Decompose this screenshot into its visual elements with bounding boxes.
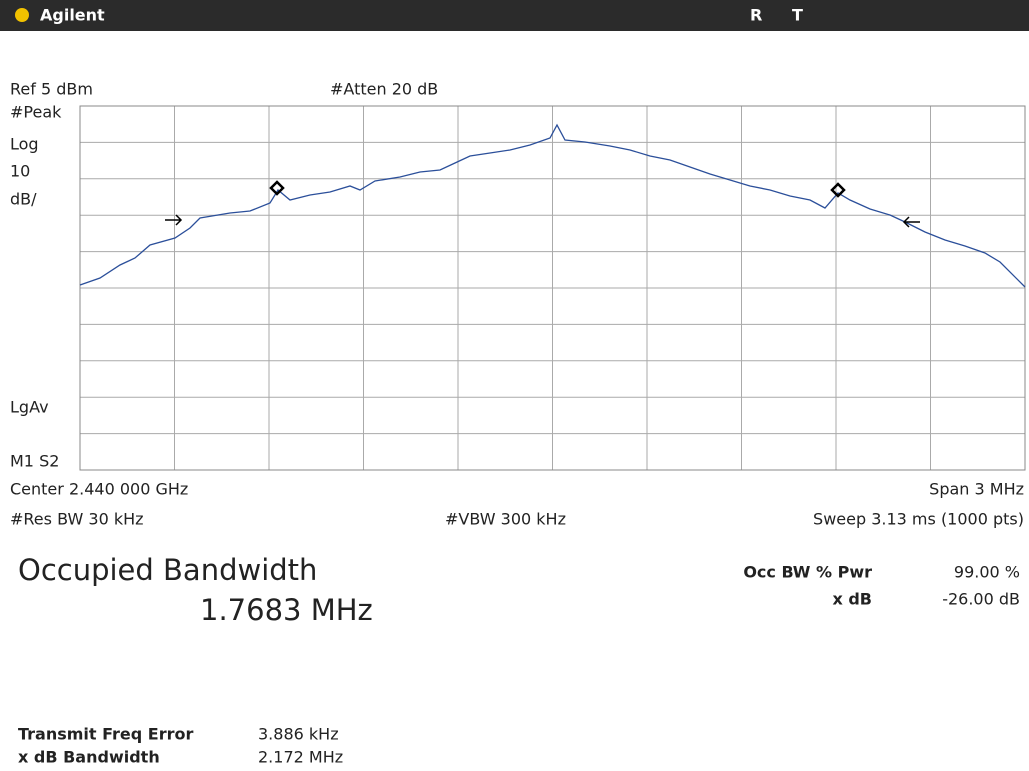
value: -26.00 dB [942,590,1020,609]
vbw: #VBW 300 kHz [445,510,566,529]
scale: 10 [10,162,30,181]
graticule [80,106,1025,470]
res-bw: #Res BW 30 kHz [10,510,144,529]
status: R [750,6,762,25]
detector: #Peak [10,103,62,122]
trace [79,123,1026,288]
scale: dB/ [10,190,37,209]
label: x dB [832,590,872,609]
span: Span 3 MHz [929,480,1024,499]
marker-mode: M1 S2 [10,452,59,471]
label: Transmit Freq Error [18,725,194,744]
center: Center 2.440 000 GHz [10,480,188,499]
value: 99.00 % [954,563,1020,582]
brand: Agilent [40,6,105,25]
label: Occ BW % Pwr [743,563,872,582]
logo [15,8,29,22]
sweep: Sweep 3.13 ms (1000 pts) [813,510,1024,529]
bw-arrow [165,214,920,228]
ref-level: Ref 5 dBm [10,80,93,99]
result-value: 1.7683 MHz [200,593,373,627]
result-title: Occupied Bandwidth [18,553,317,587]
value: 3.886 kHz [258,725,339,744]
value: 2.172 MHz [258,748,343,767]
atten: #Atten 20 dB [330,80,438,99]
label: x dB Bandwidth [18,748,160,767]
graticule-frame [79,105,1026,471]
header-bar [0,0,1029,31]
marker [269,180,846,198]
status: T [792,6,803,25]
scale: Log [10,135,39,154]
avg: LgAv [10,398,49,417]
